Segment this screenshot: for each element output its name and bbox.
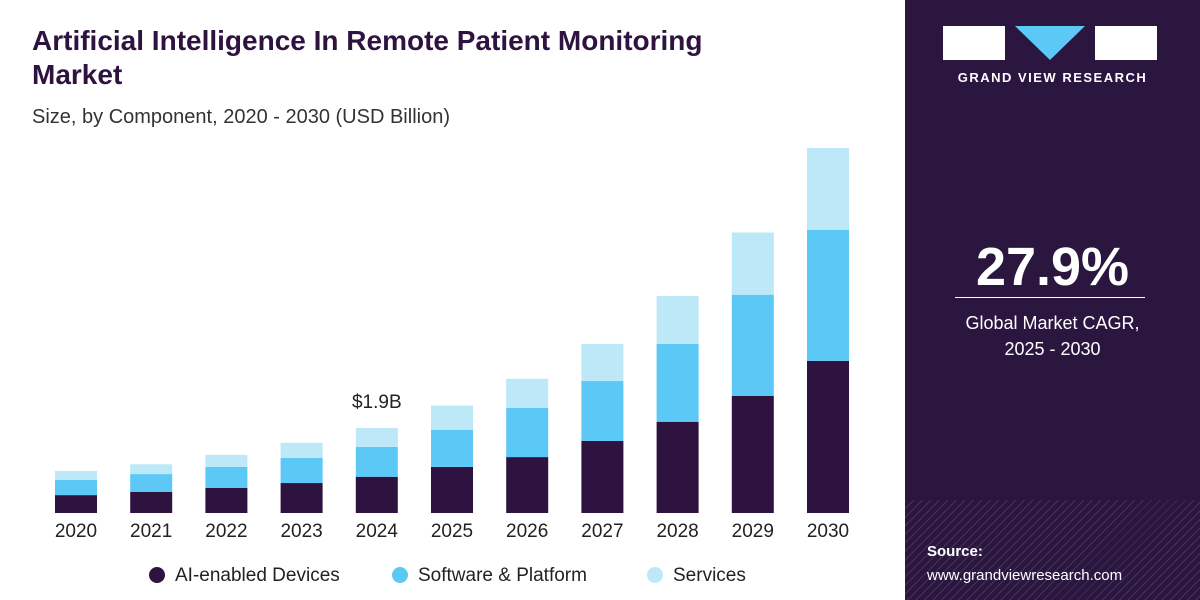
source-label: Source: [927,543,983,560]
bar-segment [355,476,398,513]
bar-segment [280,483,323,513]
legend-marker [392,567,408,583]
divider [955,297,1145,298]
x-tick-label: 2022 [205,521,247,542]
bar-segment [355,446,398,477]
bar-segment [731,395,774,513]
x-tick-label: 2027 [581,521,623,542]
bar-segment [656,296,699,344]
bar-segment [731,294,774,396]
x-tick-label: 2026 [506,521,548,542]
bar-segment [431,405,473,430]
bar-segment [731,232,774,295]
chart-title: Artificial Intelligence In Remote Patien… [32,25,703,90]
x-tick-label: 2021 [130,521,172,542]
source-url: www.grandviewresearch.com [927,567,1123,584]
bar-segment [807,229,849,361]
x-tick-label: 2028 [656,521,698,542]
cagr-value: 27.9% [975,237,1130,297]
logo [943,26,1157,60]
legend-label: Software & Platform [418,565,587,586]
legend-marker [647,567,663,583]
chart-subtitle: Size, by Component, 2020 - 2030 (USD Bil… [32,106,450,128]
x-tick-label: 2030 [807,521,849,542]
bar-segment [130,474,173,492]
bar-segment [656,343,699,422]
bar-segment [506,457,549,513]
legend-label: Services [673,565,746,586]
bar-segment [130,464,173,475]
cagr-text: Global Market CAGR, 2025 - 2030 [965,313,1140,359]
legend-label: AI-enabled Devices [175,565,340,586]
bar-segment [431,466,473,513]
bar-segment [205,454,248,467]
bar-segment [130,491,173,513]
side-panel: GRAND VIEW RESEARCH 27.9% Global Market … [905,0,1200,600]
bar-segment [355,428,398,447]
legend-marker [149,567,165,583]
bar-segment [55,479,97,496]
bar-segment [581,440,624,513]
bar-segment [205,487,248,513]
x-tick-label: 2029 [732,521,774,542]
bar-segment [431,429,473,467]
decoration [905,500,1200,600]
logo-block [1095,26,1157,60]
bar-segment [55,495,97,513]
bar-segment [807,360,849,513]
logo-block [943,26,1005,60]
bar-segment [506,407,549,458]
x-tick-label: 2020 [55,521,97,542]
bar-segment [280,457,323,484]
brand: GRAND VIEW RESEARCH [957,70,1148,85]
annotation: $1.9B [352,392,402,413]
bar-segment [656,421,699,513]
chart: 2020 2021 2022 2023 2024 2025 2026 2027 2028 2029… [55,148,849,586]
bar-segment [581,381,624,441]
logo-triangle [1015,26,1085,60]
x-tick-label: 2024 [356,521,399,542]
bar-segment [205,466,248,488]
bar-segment [280,442,323,458]
bar-segment [506,378,549,408]
bar-segment [807,148,849,230]
x-tick-label: 2023 [280,521,322,542]
bar-segment [55,470,97,480]
bar-segment [581,343,624,382]
x-tick-label: 2025 [431,521,473,542]
